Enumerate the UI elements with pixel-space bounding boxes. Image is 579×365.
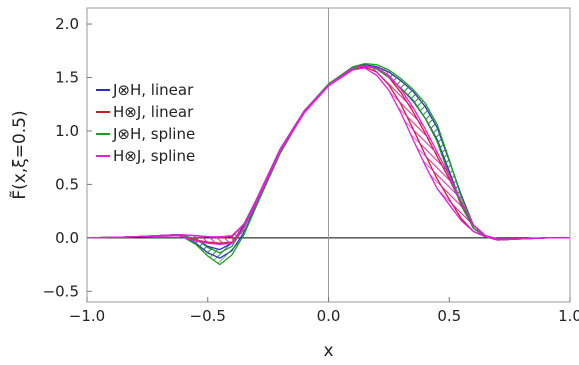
legend-label-3: J⊗H, spline: [112, 125, 195, 143]
x-tick-label: −1.0: [69, 307, 105, 325]
legend-label-2: H⊗J, linear: [113, 103, 194, 121]
y-tick-label: 2.0: [55, 15, 79, 33]
y-tick-label: 1.5: [55, 68, 79, 86]
band-lower-line-4: [86, 67, 570, 245]
y-tick-label: 1.0: [55, 122, 79, 140]
y-tick-label: 0.5: [55, 175, 79, 193]
x-tick-label: 0.5: [437, 307, 461, 325]
band-upper-line-4: [86, 65, 570, 240]
legend-label-4: H⊗J, spline: [113, 147, 195, 165]
x-tick-label: 1.0: [558, 307, 579, 325]
x-axis-label: x: [323, 341, 333, 361]
y-axis-label: F̃(x,ξ=0.5): [9, 110, 30, 199]
band-fill-4: [87, 65, 570, 245]
x-tick-label: 0.0: [317, 307, 341, 325]
y-tick-label: 0.0: [55, 229, 79, 247]
y-tick-label: −0.5: [43, 282, 79, 300]
legend-label-1: J⊗H, linear: [112, 81, 194, 99]
x-tick-label: −0.5: [190, 307, 226, 325]
